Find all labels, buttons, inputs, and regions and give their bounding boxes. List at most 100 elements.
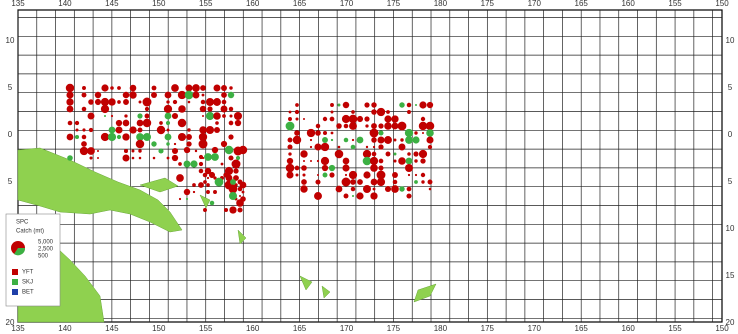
catch-marker	[220, 140, 228, 148]
catch-marker	[101, 84, 109, 92]
catch-marker	[336, 123, 342, 129]
catch-marker	[221, 92, 227, 98]
catch-marker	[320, 142, 330, 152]
catch-marker	[328, 164, 336, 172]
catch-marker	[163, 104, 173, 114]
catch-marker	[228, 191, 238, 201]
catch-markers	[65, 83, 435, 214]
catch-marker	[295, 117, 299, 121]
lon-label: 140	[58, 324, 72, 333]
catch-marker	[221, 85, 227, 91]
graticule	[17, 10, 722, 322]
catch-marker	[315, 123, 321, 129]
catch-marker	[378, 123, 384, 129]
catch-marker	[204, 153, 212, 161]
catch-marker	[138, 149, 142, 153]
catch-marker	[96, 149, 100, 153]
catch-marker	[110, 86, 114, 90]
catch-marker	[349, 122, 357, 130]
catch-marker	[370, 192, 378, 200]
catch-marker	[201, 93, 205, 97]
catch-marker	[100, 97, 110, 107]
catch-marker	[286, 171, 294, 179]
catch-marker	[122, 133, 130, 141]
catch-marker	[228, 155, 234, 161]
lon-label: 165	[575, 0, 589, 8]
catch-marker	[129, 84, 137, 92]
catch-marker	[142, 97, 152, 107]
catch-marker	[399, 186, 405, 192]
catch-marker	[238, 194, 242, 198]
catch-marker	[407, 110, 411, 114]
catch-marker	[186, 134, 192, 140]
catch-marker	[412, 136, 420, 144]
catch-marker	[164, 112, 172, 120]
catch-marker	[183, 188, 191, 196]
catch-marker	[286, 157, 294, 165]
catch-marker	[66, 133, 74, 141]
catch-marker	[316, 159, 320, 163]
catch-marker	[363, 171, 371, 179]
catch-marker	[337, 145, 341, 149]
catch-marker	[378, 165, 384, 171]
catch-marker	[205, 97, 215, 107]
catch-marker	[223, 207, 229, 213]
catch-marker	[171, 84, 179, 92]
catch-marker	[192, 84, 200, 92]
catch-marker	[426, 101, 434, 109]
catch-marker	[231, 159, 241, 169]
catch-marker	[66, 91, 74, 99]
catch-marker	[421, 180, 425, 184]
catch-marker	[364, 116, 370, 122]
legend-label: BET	[22, 290, 34, 296]
catch-marker	[405, 136, 413, 144]
catch-marker	[371, 109, 377, 115]
catch-marker	[213, 112, 221, 120]
catch-marker	[362, 156, 372, 166]
catch-marker	[371, 137, 377, 143]
catch-marker	[392, 172, 398, 178]
catch-marker	[237, 186, 243, 192]
catch-marker	[220, 105, 228, 113]
catch-marker	[87, 147, 95, 155]
lon-label: 170	[528, 0, 542, 8]
catch-marker	[82, 128, 86, 132]
catch-marker	[386, 110, 390, 114]
catch-marker	[330, 110, 334, 114]
legend-pie-slice	[14, 248, 26, 256]
catch-marker	[131, 149, 135, 153]
island	[299, 275, 313, 291]
catch-marker	[229, 206, 237, 214]
catch-marker	[192, 190, 196, 194]
lon-label: 135	[11, 0, 25, 8]
lon-label: 180	[434, 324, 448, 333]
catch-marker	[184, 90, 194, 100]
catch-marker	[201, 114, 205, 118]
catch-marker	[421, 131, 425, 135]
catch-marker	[206, 183, 210, 187]
catch-marker	[370, 164, 378, 172]
catch-marker	[110, 114, 114, 118]
catch-marker	[330, 138, 334, 142]
catch-marker	[351, 110, 355, 114]
legend-size: 5,000	[38, 240, 54, 246]
catch-marker	[351, 194, 355, 198]
catch-marker	[371, 102, 377, 108]
catch-marker	[213, 84, 221, 92]
catch-marker	[372, 145, 376, 149]
catch-marker	[320, 156, 330, 166]
catch-marker	[397, 121, 407, 131]
catch-marker	[138, 156, 142, 160]
catch-marker	[285, 121, 295, 131]
catch-marker	[391, 115, 399, 123]
catch-marker	[96, 156, 100, 160]
island	[321, 285, 331, 299]
catch-marker	[406, 186, 412, 192]
catch-marker	[342, 164, 350, 172]
catch-marker	[138, 100, 142, 104]
catch-marker	[404, 163, 414, 173]
catch-marker	[115, 126, 123, 134]
lon-label: 155	[199, 0, 213, 8]
lon-label: 155	[668, 324, 682, 333]
lat-label: 20	[6, 318, 15, 327]
